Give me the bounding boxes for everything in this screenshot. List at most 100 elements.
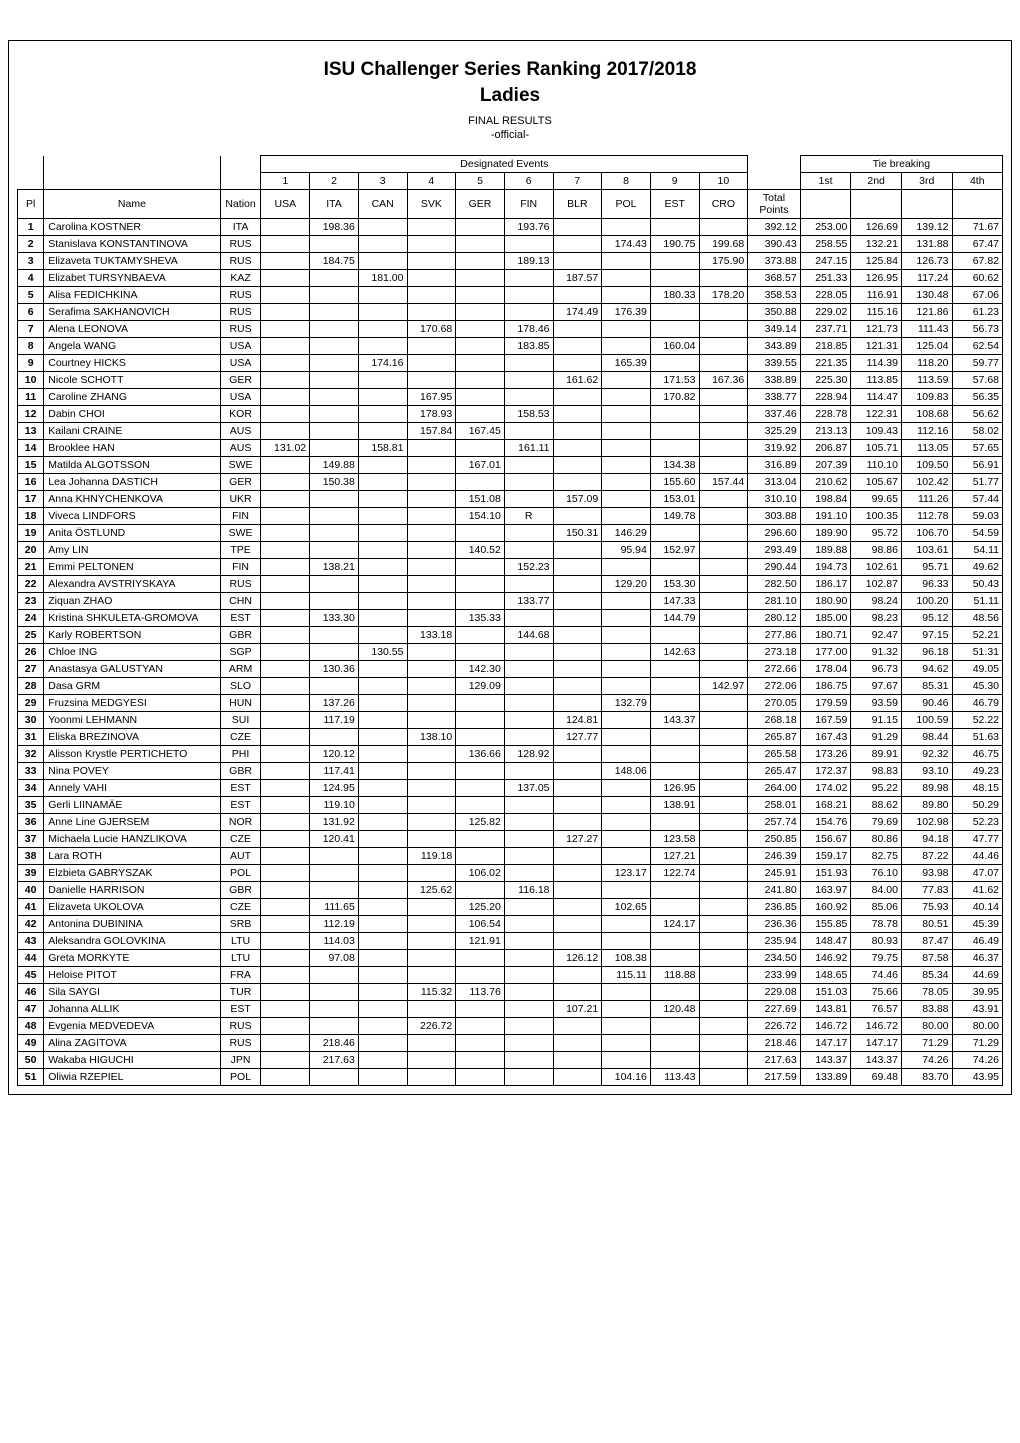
cell-event (602, 797, 651, 814)
cell-tiebreak: 75.66 (851, 984, 902, 1001)
cell-nation: GBR (220, 882, 261, 899)
cell-event (261, 287, 310, 304)
cell-tiebreak: 85.34 (901, 967, 952, 984)
cell-event (553, 763, 602, 780)
cell-event: 151.08 (456, 491, 505, 508)
cell-event (407, 304, 456, 321)
cell-event (553, 848, 602, 865)
cell-total: 303.88 (748, 508, 801, 525)
cell-event (650, 270, 699, 287)
cell-tiebreak: 60.62 (952, 270, 1002, 287)
cell-name: Lara ROTH (44, 848, 220, 865)
ev-num-9: 9 (650, 173, 699, 190)
cell-nation: AUS (220, 440, 261, 457)
cell-name: Anastasya GALUSTYAN (44, 661, 220, 678)
cell-event (650, 440, 699, 457)
cell-event (602, 559, 651, 576)
cell-tiebreak: 43.91 (952, 1001, 1002, 1018)
cell-event (358, 831, 407, 848)
cell-event (456, 593, 505, 610)
cell-total: 246.39 (748, 848, 801, 865)
cell-tiebreak: 80.86 (851, 831, 902, 848)
cell-event (261, 1018, 310, 1035)
cell-event (650, 984, 699, 1001)
cell-event: 147.33 (650, 593, 699, 610)
cell-event (310, 729, 359, 746)
cell-tiebreak: 89.80 (901, 797, 952, 814)
cell-tiebreak: 100.59 (901, 712, 952, 729)
cell-pl: 40 (18, 882, 44, 899)
table-row: 2Stanislava KONSTANTINOVARUS174.43190.75… (18, 236, 1003, 253)
cell-event (456, 1035, 505, 1052)
cell-event (553, 933, 602, 950)
cell-pl: 42 (18, 916, 44, 933)
cell-tiebreak: 186.17 (800, 576, 851, 593)
cell-event (456, 780, 505, 797)
cell-event (699, 661, 748, 678)
cell-event: 149.78 (650, 508, 699, 525)
cell-event (553, 593, 602, 610)
cell-pl: 1 (18, 219, 44, 236)
cell-event (407, 661, 456, 678)
cell-event: 115.11 (602, 967, 651, 984)
cell-event: 131.02 (261, 440, 310, 457)
cell-pl: 4 (18, 270, 44, 287)
cell-pl: 3 (18, 253, 44, 270)
cell-event (699, 576, 748, 593)
cell-tiebreak: 71.29 (901, 1035, 952, 1052)
cell-tiebreak: 221.35 (800, 355, 851, 372)
cell-nation: SWE (220, 457, 261, 474)
cell-event (553, 457, 602, 474)
cell-pl: 46 (18, 984, 44, 1001)
cell-event (261, 491, 310, 508)
cell-total: 349.14 (748, 321, 801, 338)
cell-tiebreak: 44.69 (952, 967, 1002, 984)
table-row: 18Viveca LINDFORSFIN154.10R149.78303.881… (18, 508, 1003, 525)
cell-event (261, 406, 310, 423)
cell-name: Elizaveta UKOLOVA (44, 899, 220, 916)
cell-tiebreak: 49.62 (952, 559, 1002, 576)
cell-event: 189.13 (504, 253, 553, 270)
cell-event (261, 746, 310, 763)
cell-pl: 5 (18, 287, 44, 304)
cell-event (553, 882, 602, 899)
cell-nation: USA (220, 355, 261, 372)
cell-tiebreak: 178.04 (800, 661, 851, 678)
cell-event (699, 780, 748, 797)
cell-name: Chloe ING (44, 644, 220, 661)
cell-event (650, 219, 699, 236)
cell-event (553, 627, 602, 644)
cell-nation: EST (220, 797, 261, 814)
cell-event (407, 780, 456, 797)
cell-event: 116.18 (504, 882, 553, 899)
cell-event (358, 729, 407, 746)
ev-code-6: FIN (504, 190, 553, 219)
cell-event: 113.76 (456, 984, 505, 1001)
cell-tiebreak: 43.95 (952, 1069, 1002, 1086)
cell-event (602, 406, 651, 423)
cell-pl: 49 (18, 1035, 44, 1052)
table-row: 5Alisa FEDICHKINARUS180.33178.20358.5322… (18, 287, 1003, 304)
cell-event (650, 304, 699, 321)
cell-event (456, 219, 505, 236)
cell-event (358, 1052, 407, 1069)
cell-tiebreak: 251.33 (800, 270, 851, 287)
cell-tiebreak: 95.71 (901, 559, 952, 576)
cell-pl: 14 (18, 440, 44, 457)
cell-name: Annely VAHI (44, 780, 220, 797)
cell-tiebreak: 151.03 (800, 984, 851, 1001)
cell-event (310, 593, 359, 610)
cell-event (261, 984, 310, 1001)
cell-name: Sila SAYGI (44, 984, 220, 1001)
table-row: 32Alisson Krystle PERTICHETOPHI120.12136… (18, 746, 1003, 763)
cell-pl: 8 (18, 338, 44, 355)
cell-tiebreak: 44.46 (952, 848, 1002, 865)
cell-event: 137.26 (310, 695, 359, 712)
cell-event (699, 593, 748, 610)
cell-tiebreak: 146.92 (800, 950, 851, 967)
cell-event (261, 525, 310, 542)
cell-event (407, 593, 456, 610)
cell-tiebreak: 51.77 (952, 474, 1002, 491)
cell-event: 137.05 (504, 780, 553, 797)
cell-tiebreak: 143.37 (851, 1052, 902, 1069)
